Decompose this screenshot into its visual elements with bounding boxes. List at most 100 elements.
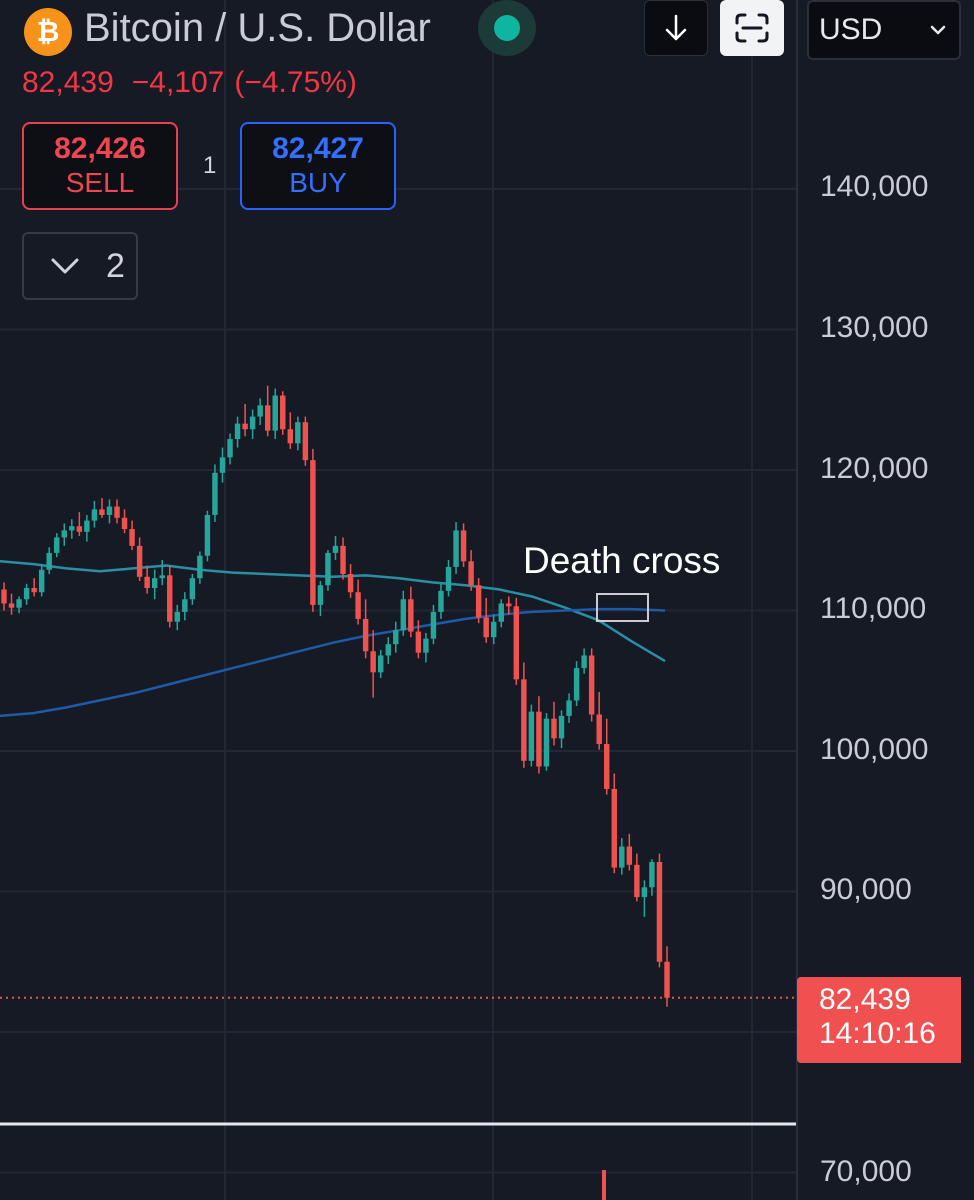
- arrow-down-icon: [665, 14, 687, 41]
- candle-body: [475, 585, 482, 618]
- candle-body: [325, 552, 331, 586]
- candle-body: [38, 569, 45, 593]
- candle-body: [377, 655, 384, 673]
- candle-body: [204, 514, 211, 556]
- candle-body: [121, 517, 128, 530]
- candle-body: [159, 575, 165, 579]
- candle-body: [8, 603, 15, 608]
- candle-body: [634, 864, 640, 898]
- death-cross-marker: [596, 593, 649, 622]
- candle-body: [656, 861, 663, 962]
- candle-body: [114, 506, 120, 518]
- candle-body: [558, 715, 565, 739]
- candle-body: [596, 714, 602, 744]
- candle-body: [31, 588, 37, 593]
- candle-body: [604, 743, 610, 789]
- candle-body: [61, 530, 67, 538]
- candle-body: [445, 566, 452, 591]
- sell-button[interactable]: 82,426 SELL: [22, 122, 178, 210]
- candle-body: [69, 526, 75, 531]
- candle-body: [249, 416, 256, 430]
- candle-body: [295, 422, 301, 444]
- candle-body: [423, 638, 429, 653]
- candle-body: [197, 555, 203, 579]
- candle-body: [573, 668, 580, 701]
- last-price-tag-value: 82,439: [819, 983, 911, 1016]
- candle-body: [54, 537, 60, 553]
- death-cross-annotation[interactable]: Death cross: [523, 540, 721, 581]
- candle-body: [84, 520, 90, 532]
- candle-body: [189, 578, 196, 600]
- candle-body: [588, 655, 595, 715]
- candle-body: [287, 429, 294, 444]
- y-tick-label: 100,000: [820, 733, 929, 766]
- sell-label: SELL: [65, 167, 135, 198]
- symbol-title[interactable]: Bitcoin / U.S. Dollar: [84, 6, 431, 50]
- candle-body: [174, 611, 180, 622]
- candle-body: [264, 405, 271, 431]
- moving-averages: [0, 560, 666, 718]
- candle-body: [400, 599, 407, 631]
- bitcoin-logo-icon: ₿: [24, 8, 72, 56]
- currency-select[interactable]: USD: [807, 0, 961, 60]
- candle-body: [566, 700, 572, 716]
- indicators-toggle-button[interactable]: 2: [22, 232, 138, 300]
- currency-value: USD: [819, 13, 883, 46]
- candle-body: [408, 599, 414, 632]
- y-tick-label: 120,000: [820, 452, 929, 485]
- candle-body: [506, 603, 512, 607]
- fullscreen-icon: [735, 13, 769, 43]
- candle-body: [543, 718, 550, 767]
- candle-body: [129, 529, 135, 546]
- fullscreen-button[interactable]: [720, 0, 784, 56]
- candle-body: [581, 655, 587, 669]
- candle-body: [106, 506, 113, 515]
- chevron-down-icon: [51, 258, 79, 274]
- candle-body: [491, 621, 497, 638]
- candle-body: [272, 395, 278, 431]
- spread-value: 1: [203, 152, 217, 179]
- y-tick-label: 70,000: [820, 1155, 912, 1188]
- candle-body: [182, 599, 188, 612]
- candle-body: [619, 846, 625, 868]
- candlesticks: [1, 385, 670, 1007]
- candle-body: [649, 861, 655, 888]
- market-status-indicator[interactable]: [478, 0, 536, 56]
- candle-body: [385, 644, 391, 656]
- candle-body: [227, 439, 233, 458]
- candle-body: [521, 679, 527, 761]
- y-tick-label: 90,000: [820, 873, 912, 906]
- candle-body: [528, 711, 535, 761]
- candle-body: [468, 561, 474, 586]
- candle-body: [551, 718, 557, 739]
- candle-body: [310, 460, 316, 605]
- candle-body: [99, 509, 105, 515]
- candle-body: [16, 599, 22, 608]
- live-dot-icon: [494, 15, 520, 41]
- candle-body: [234, 423, 241, 440]
- candle-body: [317, 585, 324, 605]
- candle-body: [460, 530, 467, 562]
- candle-body: [355, 592, 361, 619]
- candle-body: [498, 603, 504, 622]
- buy-button[interactable]: 82,427 BUY: [240, 122, 396, 210]
- candle-body: [257, 405, 263, 417]
- candle-body: [151, 578, 158, 589]
- candle-body: [430, 611, 437, 639]
- moving-average-short: [0, 560, 666, 663]
- candle-body: [370, 651, 376, 673]
- candle-body: [46, 552, 52, 570]
- candle-body: [641, 887, 648, 898]
- y-tick-label: 110,000: [820, 592, 927, 625]
- price-change-percent: (−4.75%): [234, 66, 357, 99]
- y-tick-label: 130,000: [820, 311, 929, 344]
- candle-body: [513, 606, 520, 680]
- chart-header: ₿ Bitcoin / U.S. Dollar USD: [0, 0, 974, 60]
- buy-price: 82,427: [272, 132, 364, 165]
- candle-body: [626, 846, 633, 865]
- candle-body: [91, 509, 98, 521]
- candle-body: [611, 788, 617, 868]
- download-button[interactable]: [644, 0, 708, 56]
- candle-body: [415, 631, 422, 653]
